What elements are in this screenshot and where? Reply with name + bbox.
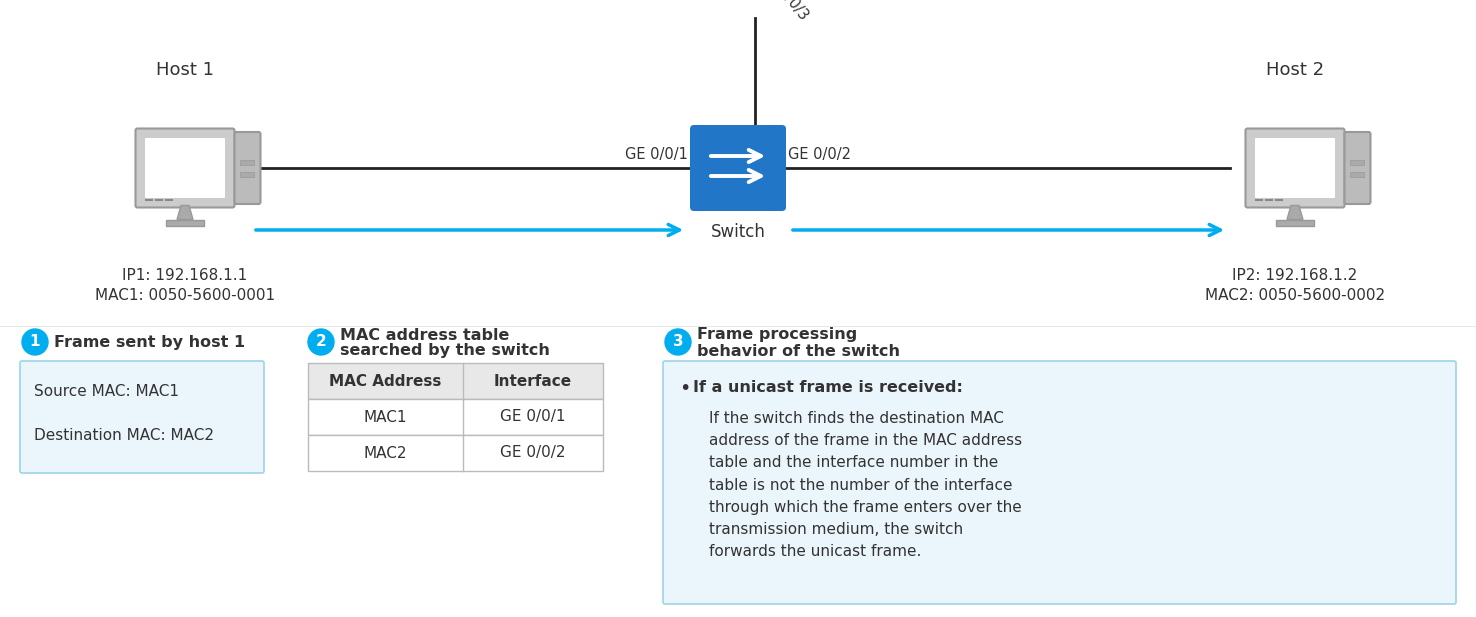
Text: If a unicast frame is received:: If a unicast frame is received: xyxy=(694,381,962,395)
Text: MAC2: MAC2 xyxy=(363,445,407,460)
Text: GE 0/0/2: GE 0/0/2 xyxy=(500,445,565,460)
FancyBboxPatch shape xyxy=(1349,160,1364,165)
Text: Destination MAC: MAC2: Destination MAC: MAC2 xyxy=(34,428,214,442)
FancyBboxPatch shape xyxy=(21,361,264,473)
Text: Source MAC: MAC1: Source MAC: MAC1 xyxy=(34,384,179,399)
FancyBboxPatch shape xyxy=(1349,172,1364,177)
Polygon shape xyxy=(1287,205,1303,220)
Text: Switch: Switch xyxy=(710,223,766,241)
Text: IP1: 192.168.1.1: IP1: 192.168.1.1 xyxy=(123,268,248,283)
FancyBboxPatch shape xyxy=(308,363,604,399)
FancyBboxPatch shape xyxy=(1345,132,1371,204)
FancyBboxPatch shape xyxy=(308,435,604,471)
Text: MAC1: MAC1 xyxy=(363,410,407,424)
FancyBboxPatch shape xyxy=(145,138,224,198)
Text: Host 1: Host 1 xyxy=(156,61,214,79)
FancyBboxPatch shape xyxy=(663,361,1455,604)
Text: GE 0/0/1: GE 0/0/1 xyxy=(500,410,565,424)
Text: MAC1: 0050-5600-0001: MAC1: 0050-5600-0001 xyxy=(94,288,275,303)
FancyBboxPatch shape xyxy=(165,220,204,225)
FancyBboxPatch shape xyxy=(689,125,787,211)
Text: MAC Address: MAC Address xyxy=(329,373,441,389)
Text: behavior of the switch: behavior of the switch xyxy=(697,344,900,358)
FancyBboxPatch shape xyxy=(1275,220,1314,225)
Text: IP2: 192.168.1.2: IP2: 192.168.1.2 xyxy=(1232,268,1358,283)
Circle shape xyxy=(666,329,691,355)
Text: If the switch finds the destination MAC
address of the frame in the MAC address
: If the switch finds the destination MAC … xyxy=(708,411,1021,559)
FancyBboxPatch shape xyxy=(308,399,604,435)
Text: 3: 3 xyxy=(673,334,683,349)
FancyBboxPatch shape xyxy=(235,132,260,204)
Text: 2: 2 xyxy=(316,334,326,349)
FancyBboxPatch shape xyxy=(1255,138,1334,198)
FancyBboxPatch shape xyxy=(1246,128,1345,207)
Text: Host 2: Host 2 xyxy=(1266,61,1324,79)
Text: GE 0/0/2: GE 0/0/2 xyxy=(788,147,852,162)
FancyBboxPatch shape xyxy=(239,160,254,165)
Text: MAC2: 0050-5600-0002: MAC2: 0050-5600-0002 xyxy=(1204,288,1384,303)
Text: GE 0/0/1: GE 0/0/1 xyxy=(626,147,688,162)
Polygon shape xyxy=(177,205,193,220)
FancyBboxPatch shape xyxy=(136,128,235,207)
Text: GE 0/0/3: GE 0/0/3 xyxy=(760,0,810,23)
Text: searched by the switch: searched by the switch xyxy=(339,344,551,358)
Text: MAC address table: MAC address table xyxy=(339,328,509,342)
FancyBboxPatch shape xyxy=(239,172,254,177)
Text: Frame processing: Frame processing xyxy=(697,328,858,342)
Circle shape xyxy=(22,329,49,355)
Text: 1: 1 xyxy=(30,334,40,349)
Text: •: • xyxy=(679,378,691,397)
Text: Frame sent by host 1: Frame sent by host 1 xyxy=(55,334,245,349)
Circle shape xyxy=(308,329,334,355)
Text: Interface: Interface xyxy=(494,373,573,389)
